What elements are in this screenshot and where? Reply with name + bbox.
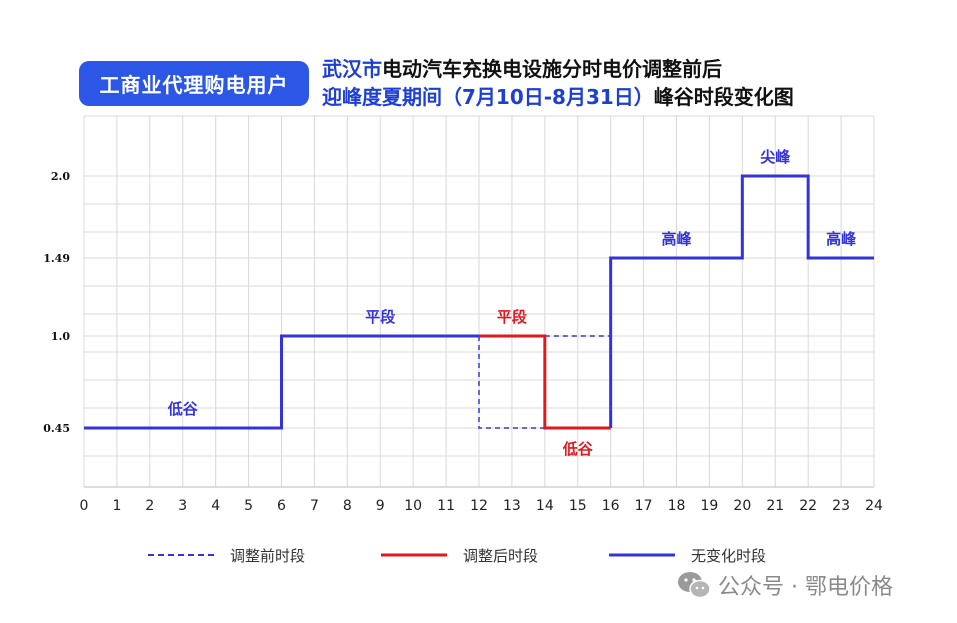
x-tick-label: 11 [437,498,455,514]
x-tick-label: 2 [145,498,154,514]
x-tick-label: 0 [80,498,89,514]
y-tick-label: 1.49 [43,252,70,265]
legend-label-1: 调整前时段 [230,547,305,565]
x-tick-label: 17 [635,498,653,514]
legend-label-3: 无变化时段 [691,547,766,565]
title-line-2-rest: 峰谷时段变化图 [653,85,794,109]
x-tick-label: 5 [244,498,253,514]
x-tick-label: 8 [343,498,352,514]
series-line-2 [479,334,611,430]
x-tick-label: 13 [503,498,521,514]
wechat-icon [678,572,711,599]
chart-title-line-1: 武汉市电动汽车充换电设施分时电价调整前后 [322,53,722,82]
x-tick-label: 3 [178,498,187,514]
chart-title-line-2: 迎峰度夏期间（7月10日-8月31日）峰谷时段变化图 [322,81,794,110]
x-tick-label: 10 [404,498,422,514]
x-tick-label: 14 [536,498,554,514]
x-tick-label: 15 [569,498,587,514]
period-annotation: 高峰 [826,230,857,248]
series-line-3 [609,174,874,428]
x-tick-label: 22 [799,498,817,514]
watermark: 公众号 · 鄂电价格 [676,570,893,600]
x-tick-label: 21 [766,498,784,514]
period-annotation: 低谷 [562,440,594,458]
x-tick-label: 9 [376,498,385,514]
series-line-1 [478,336,545,429]
y-tick-label: 1.0 [51,330,70,343]
x-tick-label: 4 [211,498,220,514]
x-tick-label: 1 [112,498,121,514]
x-tick-label: 24 [865,498,883,514]
x-tick-label: 20 [733,498,751,514]
title-line-1-rest: 电动汽车充换电设施分时电价调整前后 [382,57,722,81]
period-annotation: 高峰 [661,230,692,248]
x-tick-label: 7 [310,498,319,514]
period-annotation: 低谷 [167,400,199,418]
category-badge: 工商业代理购电用户 [79,61,309,106]
title-city: 武汉市 [322,57,382,81]
x-tick-label: 6 [277,498,286,514]
series-line-3 [84,334,479,430]
period-annotation: 尖峰 [760,148,791,166]
x-tick-label: 19 [701,498,719,514]
title-period: 迎峰度夏期间（7月10日-8月31日） [322,85,654,109]
period-annotation: 平段 [365,308,395,326]
x-tick-label: 16 [602,498,620,514]
y-tick-label: 0.45 [43,422,70,435]
x-tick-label: 12 [470,498,488,514]
y-tick-label: 2.0 [51,170,70,183]
x-tick-label: 23 [832,498,850,514]
watermark-text: 公众号 · 鄂电价格 [718,575,893,600]
legend-label-2: 调整后时段 [463,547,538,565]
period-annotation: 平段 [497,308,527,326]
x-tick-label: 18 [668,498,686,514]
